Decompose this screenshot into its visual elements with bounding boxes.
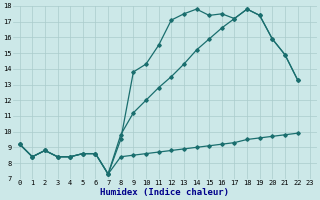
X-axis label: Humidex (Indice chaleur): Humidex (Indice chaleur) (100, 188, 229, 197)
